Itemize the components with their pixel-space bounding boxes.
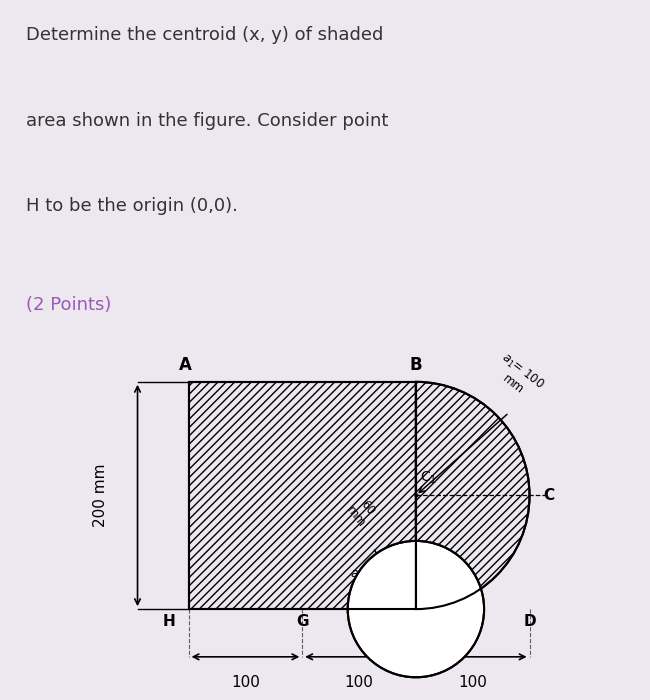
Text: C$_2$: C$_2$ — [391, 614, 408, 630]
Text: 60
mm: 60 mm — [343, 494, 380, 530]
Text: A: A — [179, 356, 192, 374]
Text: 100: 100 — [458, 675, 487, 690]
Text: 100: 100 — [344, 675, 374, 690]
Bar — [188, 382, 416, 609]
Text: Determine the centroid (x, y) of shaded: Determine the centroid (x, y) of shaded — [26, 27, 383, 44]
Text: 100: 100 — [231, 675, 260, 690]
Text: $a_1$= 100
mm: $a_1$= 100 mm — [489, 350, 547, 405]
Text: C: C — [543, 488, 554, 503]
Text: E: E — [422, 614, 432, 629]
Text: G: G — [296, 614, 309, 629]
Text: H: H — [162, 614, 175, 629]
Text: (2 Points): (2 Points) — [26, 296, 111, 314]
Text: B: B — [410, 356, 422, 374]
Text: $a_2$: $a_2$ — [350, 568, 364, 582]
Bar — [188, 382, 416, 609]
Text: C$_1$: C$_1$ — [421, 470, 437, 486]
Text: area shown in the figure. Consider point: area shown in the figure. Consider point — [26, 112, 389, 130]
Text: 200 mm: 200 mm — [92, 463, 107, 527]
Text: D: D — [523, 614, 536, 629]
Circle shape — [348, 541, 484, 678]
Text: H to be the origin (0,0).: H to be the origin (0,0). — [26, 197, 238, 216]
